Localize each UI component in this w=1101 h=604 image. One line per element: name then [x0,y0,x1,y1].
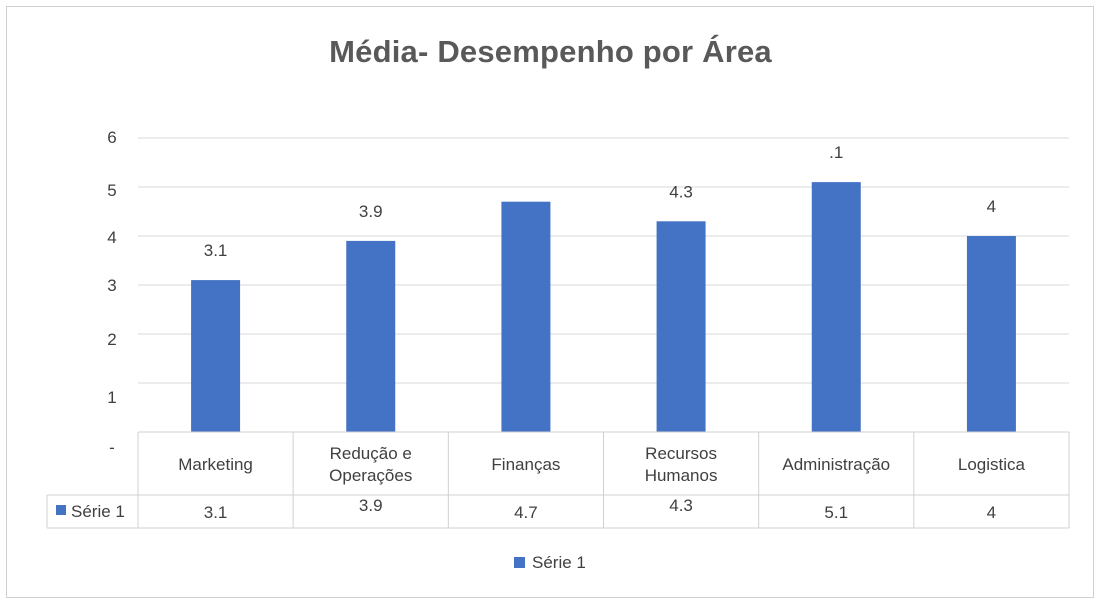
y-tick-label: 5 [107,181,116,200]
bar [501,201,551,432]
table-value: 4 [987,503,996,522]
bar [811,182,861,432]
category-label: Redução e [330,444,412,463]
legend-label: Série 1 [532,553,586,572]
y-tick-label: 6 [107,128,116,147]
table-value: 3.1 [204,503,228,522]
data-label: 4.3 [669,182,693,201]
category-label: Logistica [958,455,1026,474]
table-value: 4.7 [514,503,538,522]
category-label: Humanos [645,466,718,485]
y-tick-label: 3 [107,276,116,295]
bar [191,280,241,432]
data-label: 4 [987,197,996,216]
data-label: 3.9 [359,202,383,221]
table-value: 3.9 [359,496,383,515]
chart-title: Média- Desempenho por Área [329,34,772,69]
y-tick-label: 4 [107,228,116,247]
table-series-swatch [56,505,66,515]
data-label: 3.1 [204,241,228,260]
bar [656,221,706,432]
bar [346,240,396,432]
table-series-name: Série 1 [71,502,125,521]
category-label: Finanças [491,455,560,474]
category-label: Administração [782,455,890,474]
y-tick-label: 1 [107,388,116,407]
y-tick-label: - [109,438,115,457]
bar [966,236,1016,432]
legend-swatch [514,557,525,568]
category-label: Recursos [645,444,717,463]
table-value: 4.3 [669,496,693,515]
y-tick-label: 2 [107,330,116,349]
category-label: Marketing [178,455,253,474]
data-label: .1 [829,143,843,162]
table-value: 5.1 [824,503,848,522]
category-label: Operações [329,466,412,485]
